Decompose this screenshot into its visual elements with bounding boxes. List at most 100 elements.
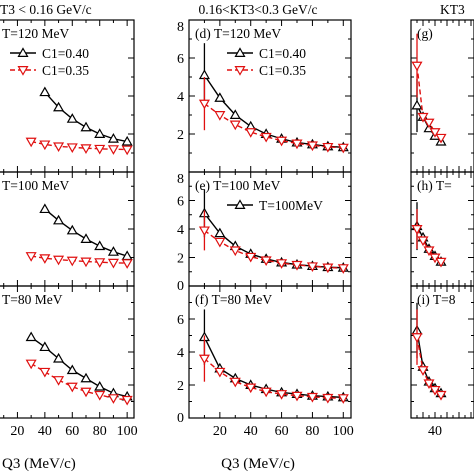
data-point — [291, 139, 303, 150]
data-point — [214, 92, 226, 102]
data-point — [53, 142, 65, 153]
x-tick-label: 100 — [117, 424, 138, 439]
data-point — [423, 246, 435, 257]
data-point — [198, 226, 210, 237]
data-point — [94, 390, 106, 401]
data-point — [435, 257, 447, 268]
data-point — [276, 259, 288, 269]
data-point — [429, 128, 441, 138]
panel-title: (e) T=100 MeV — [195, 178, 281, 193]
data-point — [94, 128, 106, 138]
panel-h: (h) T= — [410, 171, 474, 287]
y-tick-label: 2 — [177, 128, 184, 143]
x-tick-label: 60 — [275, 424, 289, 439]
y-tick-label: 6 — [177, 52, 184, 67]
data-point — [94, 258, 106, 268]
data-point — [39, 254, 51, 264]
legend-marker — [234, 66, 246, 76]
data-point — [411, 333, 423, 343]
legend-marker — [17, 47, 29, 57]
panel-title: (d) T=120 MeV — [195, 26, 281, 41]
data-point — [53, 101, 65, 112]
panel-f: 0 2 4 6 20 40 60 80 100 (f) T=80 MeV — [177, 285, 354, 439]
panel-d: 2 4 6 8 (d) T=120 MeV C1=0.40 C1=0.35 — [177, 19, 352, 173]
x-tick-label: 100 — [333, 424, 354, 439]
data-point — [39, 86, 51, 97]
data-point — [214, 237, 226, 248]
header-middle: 0.16<KT3<0.3 GeV/c — [198, 2, 317, 17]
xlabel-left: Q3 (MeV/c) — [2, 456, 76, 472]
data-point — [107, 394, 119, 404]
x-tick-label: 80 — [93, 424, 107, 439]
data-point — [66, 113, 78, 123]
data-point — [25, 137, 37, 148]
x-tick-label: 40 — [428, 424, 442, 439]
y-tick-label: 2 — [177, 252, 184, 267]
data-point — [66, 224, 78, 235]
data-point — [39, 140, 51, 151]
data-point — [306, 141, 318, 152]
data-point — [66, 143, 78, 154]
panel-b: T=100 MeV — [0, 171, 135, 287]
data-point — [229, 120, 241, 131]
data-point — [121, 145, 133, 156]
data-point — [121, 259, 133, 269]
data-point — [435, 133, 447, 144]
x-tick-label: 40 — [38, 424, 52, 439]
panel-title: T=100 MeV — [2, 178, 69, 193]
data-point — [53, 352, 65, 363]
data-point — [214, 111, 226, 121]
data-point — [245, 252, 257, 263]
data-point — [229, 377, 241, 388]
data-point — [322, 393, 334, 404]
panel-frame — [410, 19, 474, 173]
data-point — [121, 135, 133, 146]
data-point — [276, 136, 288, 147]
series-line — [204, 103, 344, 149]
y-tick-label: 4 — [177, 346, 184, 361]
data-point — [66, 382, 78, 393]
data-point — [245, 383, 257, 394]
data-point — [198, 99, 210, 110]
series-line — [203, 336, 344, 399]
panel-g: (g) — [410, 19, 474, 173]
series-line — [203, 212, 344, 269]
legend-label: C1=0.40 — [42, 46, 89, 61]
series-line — [203, 74, 344, 148]
data-point — [306, 262, 318, 273]
data-point — [423, 118, 435, 129]
data-point — [411, 99, 423, 110]
data-point — [435, 390, 447, 401]
panel-title: T=80 MeV — [2, 292, 63, 307]
legend-label: C1=0.40 — [259, 46, 306, 61]
data-point — [417, 236, 429, 247]
data-point — [260, 132, 272, 143]
panel-title: (i) T=8 — [417, 292, 456, 307]
legend-label: C1=0.35 — [42, 63, 89, 78]
data-point — [276, 390, 288, 400]
series-line — [44, 91, 128, 143]
x-tick-label: 20 — [10, 424, 24, 439]
panel-title: T=120 MeV — [2, 26, 69, 41]
xlabel-middle: Q3 (MeV/c) — [221, 456, 295, 472]
data-point — [322, 263, 334, 274]
data-point — [94, 144, 106, 155]
data-point — [337, 264, 349, 274]
panel-title: (f) T=80 MeV — [195, 292, 272, 307]
data-point — [411, 61, 423, 72]
data-point — [411, 225, 423, 235]
y-tick-label: 0 — [177, 411, 184, 426]
data-point — [94, 380, 106, 391]
data-point — [423, 379, 435, 390]
data-point — [80, 372, 92, 383]
data-point — [107, 145, 119, 155]
data-point — [39, 341, 51, 352]
data-point — [417, 366, 429, 376]
header-right: KT3 — [440, 2, 465, 17]
y-tick-label: 0 — [177, 279, 184, 294]
header-left: T3 < 0.16 GeV/c — [0, 2, 92, 17]
data-point — [66, 256, 78, 267]
x-tick-label: 20 — [213, 424, 227, 439]
y-tick-label: 2 — [177, 379, 184, 394]
